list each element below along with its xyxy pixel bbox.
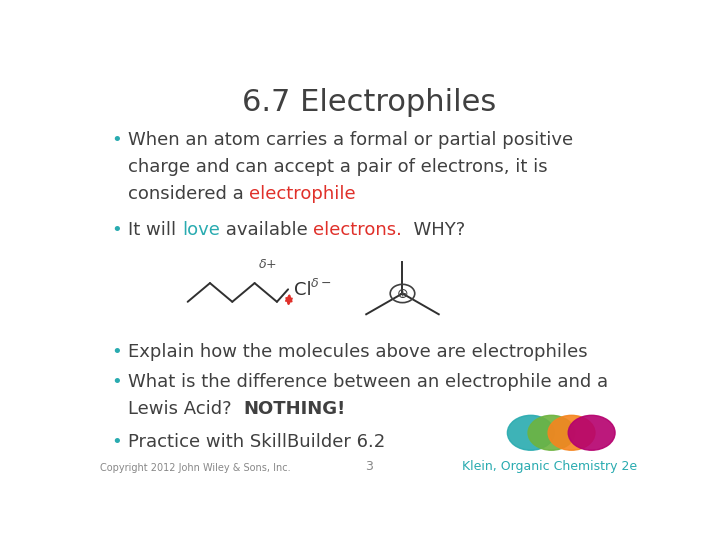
Text: ⊕: ⊕ <box>397 287 408 300</box>
Text: electrons.: electrons. <box>313 220 402 239</box>
Text: When an atom carries a formal or partial positive: When an atom carries a formal or partial… <box>128 131 573 150</box>
Text: WHY?: WHY? <box>402 220 465 239</box>
Text: What is the difference between an electrophile and a: What is the difference between an electr… <box>128 373 608 391</box>
Text: 3: 3 <box>365 460 373 473</box>
Text: •: • <box>112 131 122 150</box>
Text: •: • <box>112 220 122 239</box>
Circle shape <box>528 415 575 450</box>
Text: Lewis Acid?: Lewis Acid? <box>128 400 243 418</box>
Text: $\delta-$: $\delta-$ <box>310 278 332 291</box>
Circle shape <box>548 415 595 450</box>
Text: love: love <box>182 220 220 239</box>
Text: Copyright 2012 John Wiley & Sons, Inc.: Copyright 2012 John Wiley & Sons, Inc. <box>100 463 291 473</box>
Circle shape <box>568 415 615 450</box>
Text: Explain how the molecules above are electrophiles: Explain how the molecules above are elec… <box>128 343 588 361</box>
Circle shape <box>508 415 554 450</box>
Text: electrophile: electrophile <box>249 185 356 204</box>
Text: charge and can accept a pair of electrons, it is: charge and can accept a pair of electron… <box>128 158 548 177</box>
Text: •: • <box>112 373 122 391</box>
Text: 6.7 Electrophiles: 6.7 Electrophiles <box>242 87 496 117</box>
Text: $\delta$+: $\delta$+ <box>258 259 277 272</box>
Text: Practice with SkillBuilder 6.2: Practice with SkillBuilder 6.2 <box>128 433 385 450</box>
Text: NOTHING!: NOTHING! <box>243 400 346 418</box>
Text: •: • <box>112 343 122 361</box>
Text: Cl: Cl <box>294 281 311 299</box>
Text: •: • <box>112 433 122 450</box>
Text: considered a: considered a <box>128 185 249 204</box>
Text: Klein, Organic Chemistry 2e: Klein, Organic Chemistry 2e <box>462 460 637 473</box>
Text: It will: It will <box>128 220 182 239</box>
Text: available: available <box>220 220 313 239</box>
